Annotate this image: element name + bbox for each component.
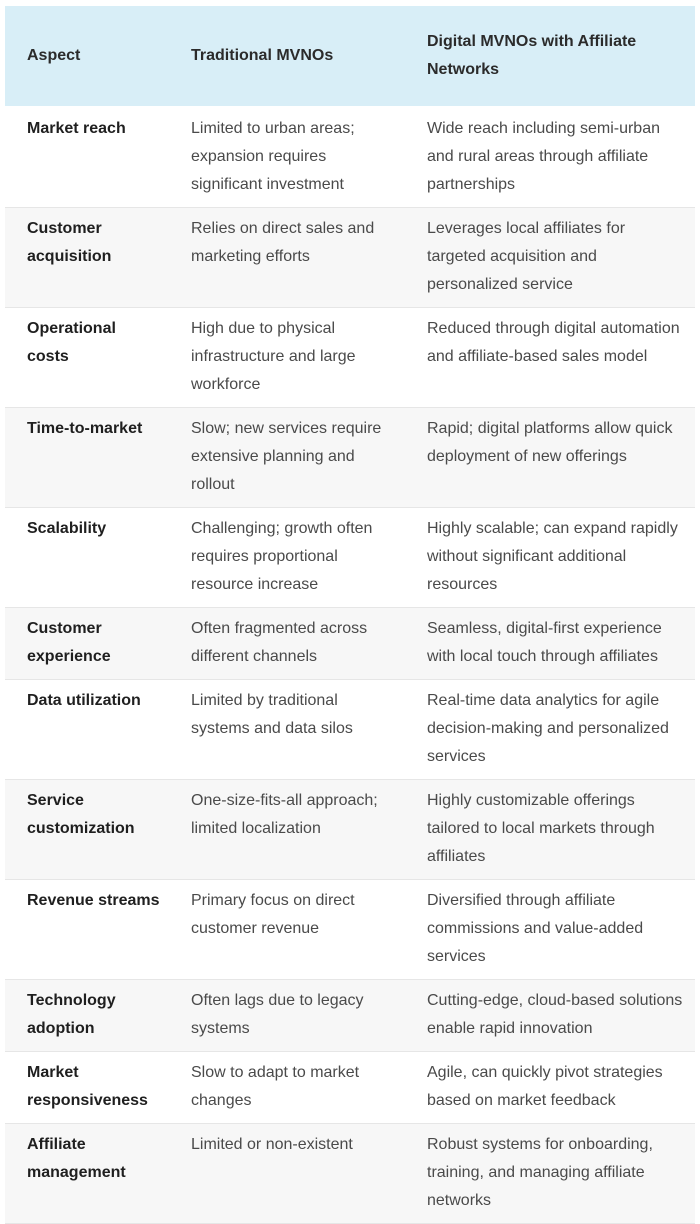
aspect-cell: Customer acquisition bbox=[5, 207, 169, 308]
table-body: Market reach Limited to urban areas; expa… bbox=[5, 106, 695, 1224]
header-digital-mvnos: Digital MVNOs with Affiliate Networks bbox=[427, 33, 637, 78]
aspect-cell: Revenue streams bbox=[5, 879, 169, 980]
traditional-cell: Limited to urban areas; expansion requir… bbox=[169, 106, 400, 208]
digital-cell: Diversified through affiliate commission… bbox=[400, 879, 695, 980]
traditional-cell: One-size-fits-all approach; limited loca… bbox=[169, 779, 400, 880]
table-row: Market reach Limited to urban areas; expa… bbox=[5, 106, 695, 208]
header-aspect: Aspect bbox=[27, 47, 81, 64]
aspect-cell: Affiliate management bbox=[5, 1123, 169, 1224]
comparison-table: Aspect Traditional MVNOs Digital MVNOs w… bbox=[5, 6, 695, 1224]
aspect-cell: Market reach bbox=[5, 106, 169, 208]
digital-cell: Real-time data analytics for agile decis… bbox=[400, 679, 695, 780]
digital-cell: Robust systems for onboarding, training,… bbox=[400, 1123, 695, 1224]
digital-cell: Reduced through digital automation and a… bbox=[400, 307, 695, 408]
aspect-cell: Customer experience bbox=[5, 607, 169, 680]
aspect-cell: Scalability bbox=[5, 507, 169, 608]
traditional-cell: Often lags due to legacy systems bbox=[169, 979, 400, 1052]
table-row: Data utilization Limited by traditional s… bbox=[5, 679, 695, 780]
digital-cell: Wide reach including semi-urban and rura… bbox=[400, 106, 695, 208]
traditional-cell: Slow; new services require extensive pla… bbox=[169, 407, 400, 508]
aspect-cell: Market responsiveness bbox=[5, 1051, 169, 1124]
traditional-cell: Often fragmented across different channe… bbox=[169, 607, 400, 680]
traditional-cell: Relies on direct sales and marketing eff… bbox=[169, 207, 400, 308]
digital-cell: Rapid; digital platforms allow quick dep… bbox=[400, 407, 695, 508]
aspect-cell: Operational costs bbox=[5, 307, 169, 408]
digital-cell: Cutting-edge, cloud-based solutions enab… bbox=[400, 979, 695, 1052]
table-row: Time-to-market Slow; new services require… bbox=[5, 407, 695, 508]
digital-cell: Highly customizable offerings tailored t… bbox=[400, 779, 695, 880]
digital-cell: Highly scalable; can expand rapidly with… bbox=[400, 507, 695, 608]
traditional-cell: Challenging; growth often requires propo… bbox=[169, 507, 400, 608]
traditional-cell: High due to physical infrastructure and … bbox=[169, 307, 400, 408]
table-row: Scalability Challenging; growth often req… bbox=[5, 507, 695, 608]
digital-cell: Agile, can quickly pivot strategies base… bbox=[400, 1051, 695, 1124]
aspect-cell: Data utilization bbox=[5, 679, 169, 780]
table-row: Operational costs High due to physical in… bbox=[5, 307, 695, 408]
digital-cell: Leverages local affiliates for targeted … bbox=[400, 207, 695, 308]
table-row: Customer experience Often fragmented acro… bbox=[5, 607, 695, 680]
traditional-cell: Slow to adapt to market changes bbox=[169, 1051, 400, 1124]
table-row: Service customization One-size-fits-all a… bbox=[5, 779, 695, 880]
header-row: Aspect Traditional MVNOs Digital MVNOs w… bbox=[5, 6, 695, 106]
table-row: Affiliate management Limited or non-exist… bbox=[5, 1123, 695, 1224]
aspect-cell: Technology adoption bbox=[5, 979, 169, 1052]
digital-cell: Seamless, digital-first experience with … bbox=[400, 607, 695, 680]
aspect-cell: Service customization bbox=[5, 779, 169, 880]
table-row: Technology adoption Often lags due to leg… bbox=[5, 979, 695, 1052]
traditional-cell: Limited or non-existent bbox=[169, 1123, 400, 1224]
table-row: Customer acquisition Relies on direct sal… bbox=[5, 207, 695, 308]
table-row: Revenue streams Primary focus on direct c… bbox=[5, 879, 695, 980]
comparison-table-container: Aspect Traditional MVNOs Digital MVNOs w… bbox=[5, 6, 695, 1224]
header-traditional-mvnos: Traditional MVNOs bbox=[191, 47, 334, 64]
table-row: Market responsiveness Slow to adapt to ma… bbox=[5, 1051, 695, 1124]
table-header: Aspect Traditional MVNOs Digital MVNOs w… bbox=[5, 6, 695, 106]
traditional-cell: Primary focus on direct customer revenue bbox=[169, 879, 400, 980]
traditional-cell: Limited by traditional systems and data … bbox=[169, 679, 400, 780]
aspect-cell: Time-to-market bbox=[5, 407, 169, 508]
